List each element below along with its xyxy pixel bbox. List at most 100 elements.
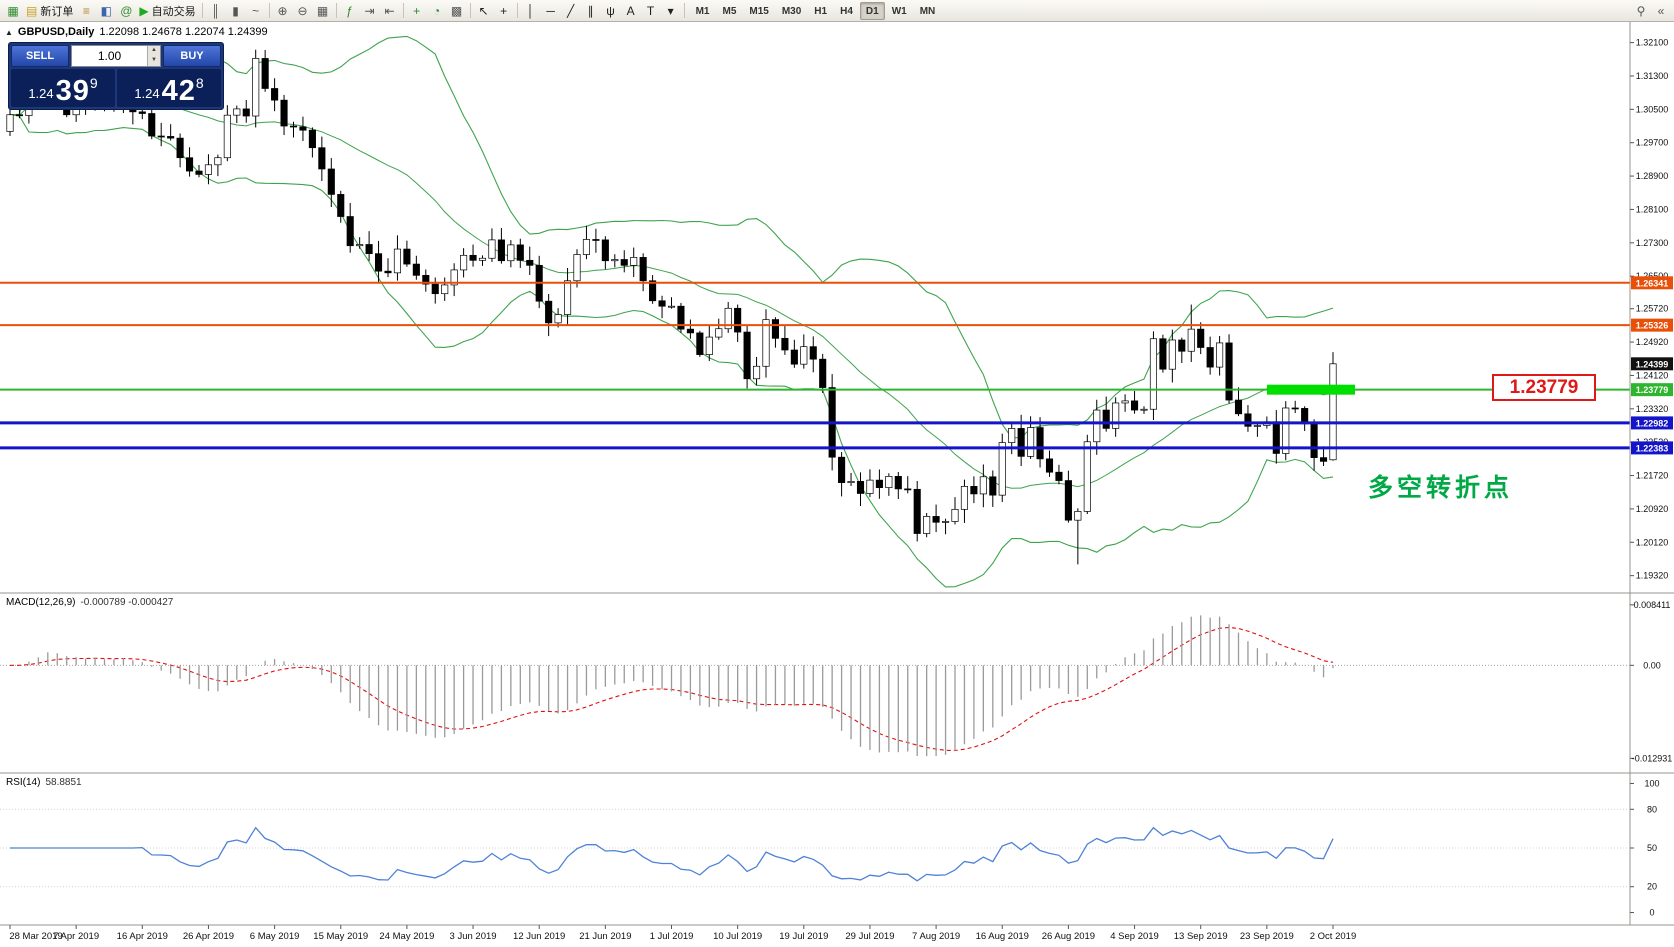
candle: [1178, 339, 1186, 352]
price-tag-1.23779: 1.23779: [1636, 385, 1669, 395]
price-tags: 1.26341 1.25326 1.24399 1.23779 1.22982 1.223…: [1631, 276, 1673, 455]
rsi-label: RSI(14) 58.8851: [6, 777, 82, 788]
candle: [1055, 471, 1063, 481]
rsi-axis-label: 20: [1647, 882, 1657, 892]
market-watch-button[interactable]: ◧: [96, 1, 116, 21]
timeframe-m1-button[interactable]: M1: [695, 5, 710, 17]
price-axis-label: 1.20920: [1636, 504, 1669, 514]
candle: [838, 456, 846, 483]
candle: [186, 157, 194, 172]
date-axis-label: 19 Jul 2019: [779, 931, 828, 942]
zoom-out-button[interactable]: ⊖: [293, 1, 313, 21]
price-tag-1.25326: 1.25326: [1636, 321, 1669, 331]
text-tool-button[interactable]: A: [621, 1, 641, 21]
candle: [157, 135, 165, 138]
candle: [356, 244, 364, 247]
candle: [450, 269, 458, 286]
auto-trading-button[interactable]: ▶ 自动交易: [136, 1, 198, 21]
macd-values: -0.000789 -0.000427: [80, 597, 174, 608]
toolbar: ▦ ▤ 新订单 ≡ ◧ @ ▶ 自动交易 ║ ▮ ~ ⊕ ⊖ ▦ ƒ ⇥ ⇤ + ◔ ▩ ↖ + │ ─ ╱ ∥ ψ A T ▾ M1 M5 M…: [0, 0, 1674, 22]
label-tool-button[interactable]: T: [641, 1, 661, 21]
volume-down-button[interactable]: ▼: [148, 56, 160, 66]
macd-panel: 0.008411 0.00 -0.012931: [0, 600, 1672, 763]
candle: [516, 244, 524, 261]
new-order-button[interactable]: ▤ 新订单: [23, 1, 76, 21]
price-axis-label: 1.30500: [1636, 104, 1669, 114]
candle: [289, 125, 298, 128]
candle: [724, 307, 732, 330]
indicators-icon: ƒ: [346, 3, 353, 18]
candle: [1102, 409, 1110, 429]
highlight-zone[interactable]: [1267, 384, 1355, 395]
candle: [611, 259, 619, 262]
candle: [1112, 402, 1120, 429]
chart-shift-icon: ⇤: [384, 3, 395, 18]
candle: [771, 319, 780, 339]
profiles-button[interactable]: ≡: [76, 1, 96, 21]
toolbar-separator: [516, 3, 518, 18]
shapes-dropdown-icon: ▾: [667, 3, 674, 18]
timeframe-m15-button[interactable]: M15: [749, 5, 769, 17]
new-order-icon: ▤: [26, 3, 38, 18]
fibonacci-tool-button[interactable]: ψ: [601, 1, 621, 21]
buy-button[interactable]: BUY: [163, 45, 221, 67]
chart-annotation-text[interactable]: 多空转折点: [1368, 474, 1514, 502]
timeframe-m5-button[interactable]: M5: [722, 5, 737, 17]
line-chart-mode-button[interactable]: ~: [246, 1, 266, 21]
sell-price[interactable]: 1.24 39 9: [11, 69, 115, 107]
new-chart-icon: ▦: [7, 3, 19, 18]
price-callout-label[interactable]: 1.23779: [1492, 374, 1596, 401]
candle: [422, 274, 430, 285]
candle: [573, 254, 581, 282]
toolbar-separator: [402, 3, 404, 18]
volume-up-button[interactable]: ▲: [148, 46, 160, 56]
channel-tool-button[interactable]: ∥: [581, 1, 601, 21]
date-axis-label: 10 Jul 2019: [713, 931, 762, 942]
chart-shift-button[interactable]: ⇤: [380, 1, 400, 21]
candle: [696, 332, 704, 355]
candle: [1282, 407, 1290, 454]
timeframe-w1-button[interactable]: W1: [891, 5, 907, 17]
candle: [545, 300, 553, 324]
bar-chart-mode-button[interactable]: ║: [206, 1, 226, 21]
period-clock-button[interactable]: ◔: [427, 1, 447, 21]
candle-chart-mode-button[interactable]: ▮: [226, 1, 246, 21]
volume-input[interactable]: 1.00: [97, 49, 122, 63]
crosshair-button[interactable]: +: [494, 1, 514, 21]
tile-windows-button[interactable]: ▦: [313, 1, 333, 21]
horizontal-line-tool-icon: ─: [546, 3, 555, 18]
timeframe-h1-button[interactable]: H1: [814, 5, 828, 17]
timeframe-h4-button[interactable]: H4: [840, 5, 853, 17]
toolbar-separator: [268, 3, 270, 18]
price-axis-label: 1.20120: [1636, 537, 1669, 547]
level-lines: [0, 281, 1630, 450]
rsi-axis-label: 50: [1647, 843, 1657, 853]
new-chart-button[interactable]: ▦: [3, 1, 23, 21]
timeframe-m30-button[interactable]: M30: [781, 5, 802, 17]
zoom-in-button[interactable]: ⊕: [273, 1, 293, 21]
panel-toggle-icon[interactable]: ▲: [5, 27, 13, 37]
vertical-line-tool-button[interactable]: │: [521, 1, 541, 21]
collapse-toolbar-button[interactable]: «: [1651, 1, 1671, 21]
candle: [271, 88, 279, 101]
auto-scroll-button[interactable]: ⇥: [360, 1, 380, 21]
indicators-button[interactable]: ƒ: [340, 1, 360, 21]
cursor-button[interactable]: ↖: [474, 1, 494, 21]
candle: [1310, 423, 1318, 458]
trendline-tool-button[interactable]: ╱: [561, 1, 581, 21]
templates-button[interactable]: ▩: [447, 1, 467, 21]
timeframe-mn-button[interactable]: MN: [919, 5, 936, 17]
new-window-button[interactable]: +: [407, 1, 427, 21]
search-button[interactable]: ⚲: [1631, 1, 1651, 21]
candle: [299, 126, 307, 131]
tile-windows-icon: ▦: [316, 3, 329, 18]
zoom-in-icon: ⊕: [277, 3, 288, 18]
community-button[interactable]: @: [116, 1, 136, 21]
sell-price-sup: 9: [89, 75, 98, 91]
timeframe-d1-button[interactable]: D1: [859, 1, 885, 20]
horizontal-line-tool-button[interactable]: ─: [541, 1, 561, 21]
rsi-panel: 100 80 50 20 0: [0, 778, 1660, 918]
shapes-dropdown-button[interactable]: ▾: [661, 1, 681, 21]
sell-button[interactable]: SELL: [11, 45, 69, 67]
buy-price[interactable]: 1.24 42 8: [117, 69, 221, 107]
